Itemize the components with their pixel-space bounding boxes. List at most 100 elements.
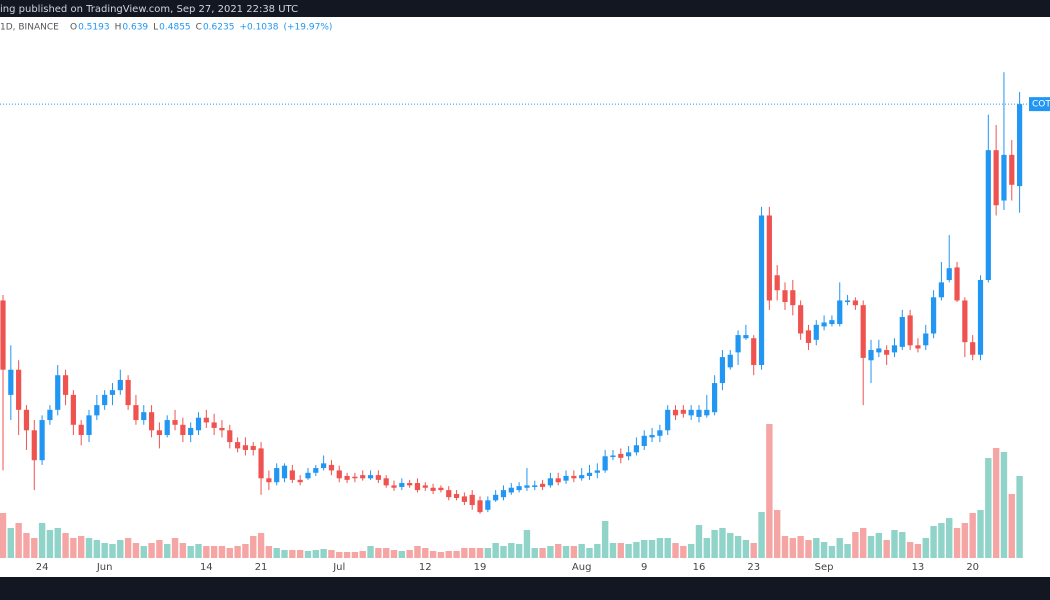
candle-body <box>524 485 530 488</box>
candle-body <box>321 463 327 469</box>
volume-bar <box>883 540 890 558</box>
candle-body <box>70 394 76 425</box>
candle-body <box>500 490 507 498</box>
volume-bar <box>758 512 765 558</box>
candle-body <box>8 369 14 395</box>
candle-body <box>485 500 491 510</box>
x-tick-label: 21 <box>255 562 268 573</box>
candle-body <box>672 409 679 416</box>
candle-body <box>547 478 553 486</box>
volume-bar <box>594 544 601 558</box>
volume-bar <box>453 551 460 558</box>
volume-bar <box>328 550 335 558</box>
volume-bar <box>382 548 390 558</box>
candle-body <box>860 305 866 358</box>
candle-body <box>579 475 585 479</box>
candle-body <box>383 478 389 486</box>
volume-bar <box>320 549 327 558</box>
candle-body <box>219 427 225 431</box>
volume-bar <box>46 530 54 558</box>
volume-bar <box>953 528 961 558</box>
volume-bar <box>797 536 804 558</box>
volume-bar <box>899 532 906 558</box>
volume-bar <box>343 552 351 558</box>
volume-bar <box>820 542 828 558</box>
candle-body <box>266 478 272 483</box>
volume-bar <box>977 510 984 558</box>
volume-bar <box>727 533 734 558</box>
volume-bar <box>179 543 187 558</box>
volume-bar <box>226 548 233 558</box>
volume-bar <box>70 538 77 558</box>
candle-body <box>109 390 116 395</box>
volume-bar <box>1008 494 1015 558</box>
volume-bar <box>273 548 280 558</box>
volume-bar <box>0 513 7 558</box>
volume-bar <box>62 533 69 558</box>
x-tick-label: 14 <box>200 562 213 573</box>
volume-bar <box>242 544 249 558</box>
volume-bar <box>656 538 664 558</box>
volume-bar <box>132 543 140 558</box>
volume-bar <box>641 540 648 558</box>
volume-bar <box>414 546 421 558</box>
volume-bar <box>547 546 554 558</box>
volume-bar <box>672 543 679 558</box>
volume-bar <box>734 536 742 558</box>
candle-body <box>727 354 733 368</box>
volume-bar <box>429 551 437 558</box>
candle-body <box>203 417 209 423</box>
volume-bar <box>844 544 851 558</box>
volume-bar <box>445 551 452 558</box>
candle-body <box>868 350 874 361</box>
volume-bar <box>805 540 812 558</box>
candle-body <box>586 472 593 476</box>
volume-bar <box>570 546 578 558</box>
candle-body <box>688 409 694 416</box>
candle-body <box>477 500 483 513</box>
candle-body <box>407 483 413 486</box>
candle-body <box>125 379 131 406</box>
volume-bar <box>609 543 617 558</box>
candle-body <box>469 494 475 506</box>
candle-body <box>782 290 788 303</box>
volume-bar <box>969 513 976 558</box>
x-tick-label: 9 <box>641 562 647 573</box>
x-tick-label: 16 <box>693 562 706 573</box>
volume-bar <box>719 528 726 558</box>
volume-bar <box>406 550 413 558</box>
volume-bar <box>31 538 38 558</box>
volume-bar <box>38 523 46 558</box>
candle-body <box>899 316 905 347</box>
candle-body <box>602 456 608 471</box>
candle-body <box>962 300 968 343</box>
volume-bar <box>336 552 343 558</box>
candle-body <box>743 335 749 339</box>
ohlc-name: C <box>196 23 202 33</box>
candle-body <box>938 282 944 298</box>
candle-body <box>798 305 804 334</box>
volume-bar <box>586 548 593 558</box>
candle-body <box>766 215 772 301</box>
candle-body <box>391 485 397 488</box>
volume-bar <box>281 550 288 558</box>
ohlc-value: 0.6235 <box>203 23 235 33</box>
volume-bar <box>484 548 492 558</box>
volume-bar <box>1016 476 1023 558</box>
volume-bar <box>164 544 171 558</box>
candle-body <box>164 420 170 436</box>
x-tick-label: 23 <box>747 562 760 573</box>
candle-body <box>446 490 452 498</box>
candle-body <box>539 483 546 487</box>
candle-body <box>86 415 92 436</box>
candle-body <box>837 300 843 325</box>
candle-body <box>242 445 249 450</box>
volume-bar <box>78 536 85 558</box>
candle-body <box>281 465 288 479</box>
ohlc-value: 0.4855 <box>159 23 191 33</box>
x-tick-label: 24 <box>36 562 49 573</box>
candle-body <box>367 475 374 479</box>
candle-body <box>946 268 952 280</box>
candle-body <box>78 424 84 436</box>
candle-body <box>657 430 663 436</box>
